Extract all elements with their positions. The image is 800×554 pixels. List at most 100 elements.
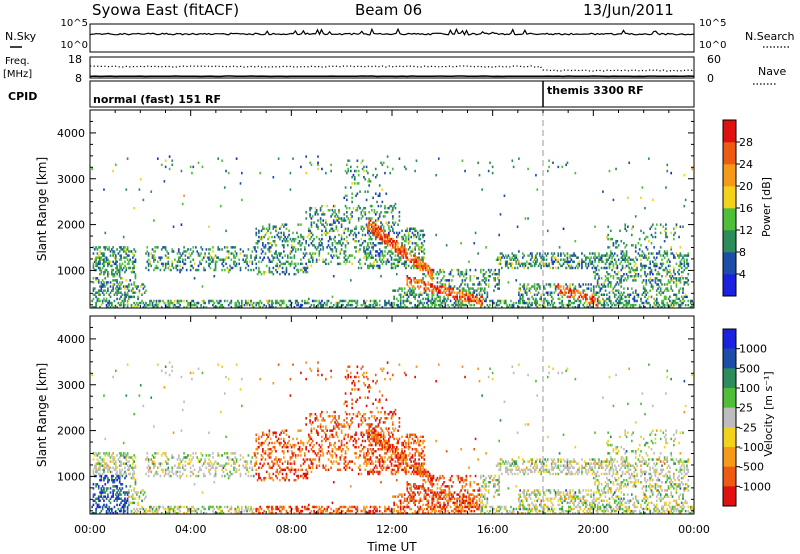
power-cell	[616, 277, 619, 280]
power-cell	[558, 262, 561, 266]
power-cell	[506, 305, 508, 309]
power-cell	[230, 252, 233, 255]
power-cell	[536, 188, 539, 191]
power-cell	[416, 260, 419, 264]
power-cell	[439, 285, 441, 288]
freq-unit-label: [MHz]	[3, 69, 32, 80]
power-cell	[138, 291, 141, 294]
power-cell	[183, 299, 185, 303]
power-cell	[529, 252, 532, 255]
power-cell	[191, 303, 193, 307]
power-cell	[107, 289, 109, 292]
power-cell	[390, 242, 393, 245]
power-cell	[120, 301, 122, 305]
power-cell	[394, 266, 397, 270]
velocity-cell	[195, 452, 197, 455]
power-cell	[629, 258, 632, 261]
velocity-cell	[128, 456, 130, 459]
velocity-cell	[112, 495, 114, 498]
power-cell	[528, 287, 531, 290]
power-cell	[382, 215, 385, 218]
power-cell	[439, 295, 441, 299]
power-cell	[629, 268, 632, 272]
power-cell	[536, 305, 539, 309]
velocity-cell	[238, 464, 241, 467]
power-cell	[411, 258, 414, 261]
power-cell	[386, 223, 389, 226]
power-cell	[569, 295, 571, 299]
velocity-cell	[99, 511, 101, 515]
power-cell	[452, 289, 455, 292]
power-cell	[540, 295, 543, 299]
power-cell	[624, 223, 627, 226]
power-cell	[409, 291, 411, 294]
velocity-cell	[125, 501, 128, 505]
power-cell	[392, 227, 394, 231]
power-cell	[574, 287, 577, 290]
power-cell	[422, 258, 424, 261]
power-cell	[296, 303, 298, 307]
power-cell	[372, 233, 374, 237]
velocity-cell	[233, 462, 235, 465]
power-cell	[679, 287, 682, 290]
power-cell	[653, 262, 655, 266]
power-cell	[535, 301, 537, 305]
power-cell	[577, 262, 579, 266]
velocity-cell	[125, 456, 128, 459]
power-cell	[268, 225, 271, 228]
power-cell	[565, 266, 567, 270]
power-cell	[378, 215, 381, 218]
power-cell	[193, 262, 196, 266]
power-cell	[662, 225, 665, 228]
power-cell	[456, 287, 458, 290]
power-cell	[198, 254, 201, 257]
velocity-cell	[105, 489, 108, 492]
power-cell	[447, 297, 449, 301]
power-cell	[275, 229, 277, 233]
power-cell	[562, 305, 565, 309]
velocity-cell	[138, 507, 141, 511]
power-cell	[479, 283, 482, 286]
power-cell	[355, 301, 357, 305]
power-cell	[103, 283, 105, 286]
power-cell	[415, 258, 418, 261]
power-cell	[283, 244, 285, 247]
power-cell	[288, 272, 290, 276]
power-cell	[546, 169, 549, 173]
power-cell	[674, 256, 676, 259]
nsky-line	[89, 27, 695, 37]
power-cell	[142, 301, 145, 305]
power-cell	[121, 299, 124, 303]
colorbar-segment	[723, 208, 736, 231]
power-cell	[623, 291, 625, 294]
power-cell	[309, 305, 311, 309]
power-cell	[485, 283, 487, 286]
power-cell	[281, 256, 284, 259]
velocity-cell	[212, 464, 214, 467]
velocity-cell	[225, 435, 227, 439]
power-cell	[403, 248, 406, 251]
velocity-cell	[168, 505, 171, 509]
power-cell	[499, 258, 502, 261]
velocity-cell	[130, 466, 133, 470]
power-cell	[351, 229, 353, 233]
power-cell	[202, 305, 205, 309]
power-cell	[145, 266, 147, 270]
power-cell	[233, 262, 235, 266]
power-cell	[615, 260, 617, 264]
power-cell	[489, 299, 491, 303]
power-cell	[628, 299, 631, 303]
power-cell	[134, 260, 137, 264]
power-cell	[560, 289, 562, 292]
power-cell	[368, 178, 371, 181]
velocity-cell	[113, 458, 116, 461]
power-cell	[556, 285, 558, 288]
power-cell	[393, 295, 395, 299]
power-cell	[397, 254, 399, 257]
power-cell	[405, 229, 407, 233]
velocity-cell	[184, 464, 187, 467]
power-cell	[263, 246, 265, 249]
power-cell	[221, 248, 223, 251]
power-cell	[545, 291, 548, 294]
power-cell	[335, 242, 338, 245]
